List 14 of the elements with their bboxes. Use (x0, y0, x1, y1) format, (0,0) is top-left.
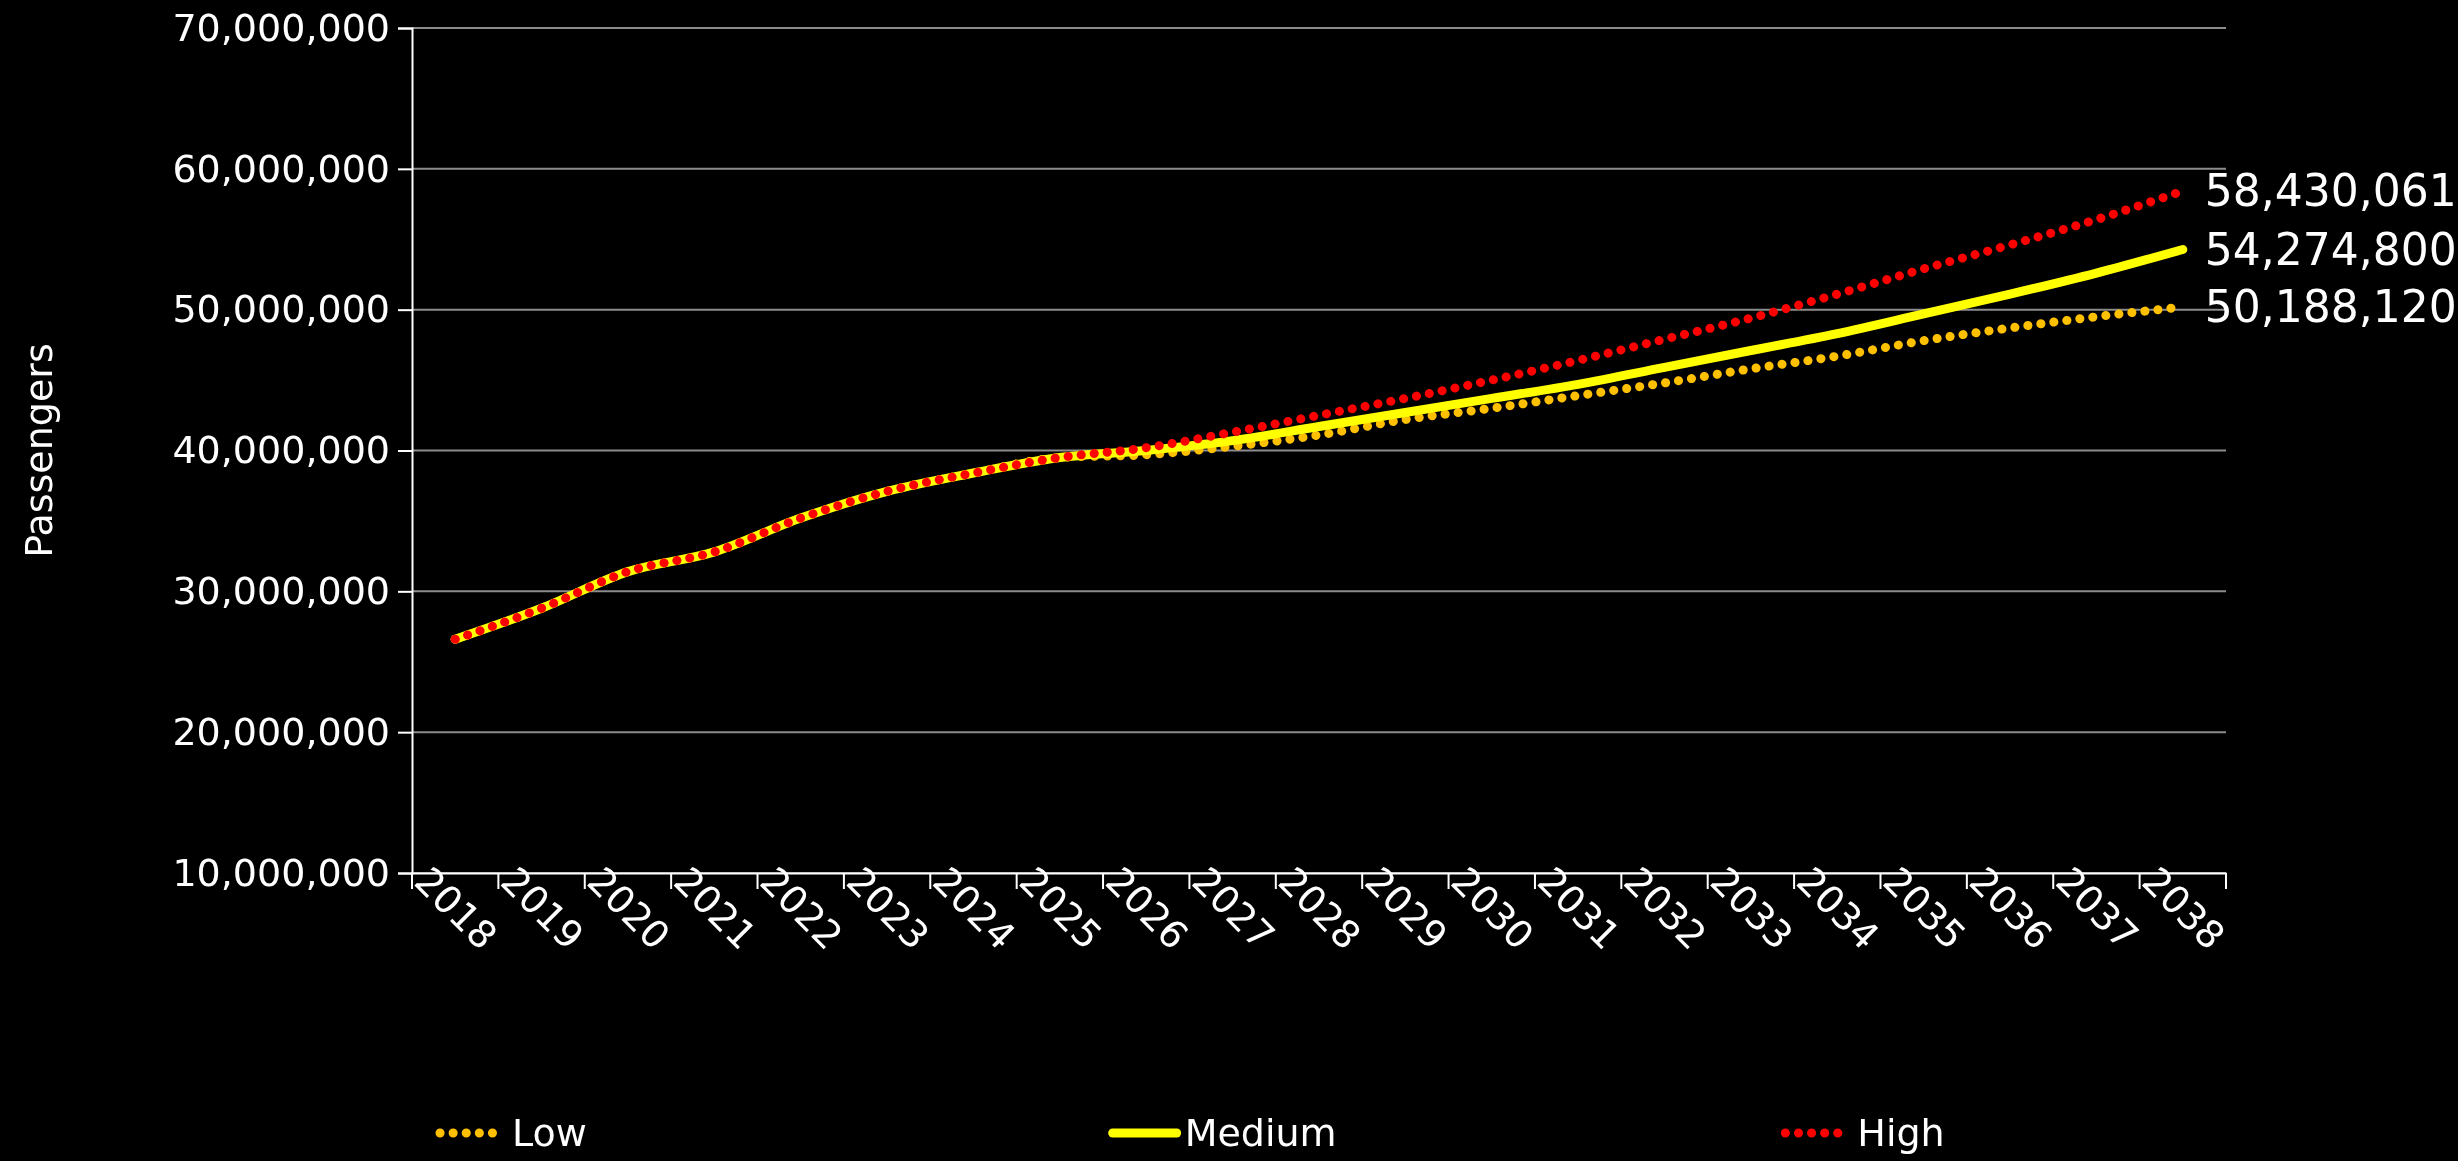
y-tick-label: 10,000,000 (172, 850, 390, 895)
data-label: 58,430,061 (2204, 165, 2457, 217)
legend-label: Medium (1184, 1111, 1337, 1156)
y-tick-label: 20,000,000 (172, 709, 390, 754)
y-axis-title: Passengers (17, 343, 61, 558)
data-label: 54,274,800 (2204, 223, 2457, 275)
y-tick-label: 60,000,000 (172, 146, 390, 191)
legend-label: High (1857, 1111, 1945, 1156)
data-label: 50,188,120 (2204, 281, 2457, 333)
legend-label: Low (512, 1111, 587, 1156)
y-tick-label: 70,000,000 (172, 5, 390, 50)
y-tick-label: 40,000,000 (172, 428, 390, 473)
y-tick-label: 50,000,000 (172, 287, 390, 332)
y-tick-label: 30,000,000 (172, 568, 390, 613)
